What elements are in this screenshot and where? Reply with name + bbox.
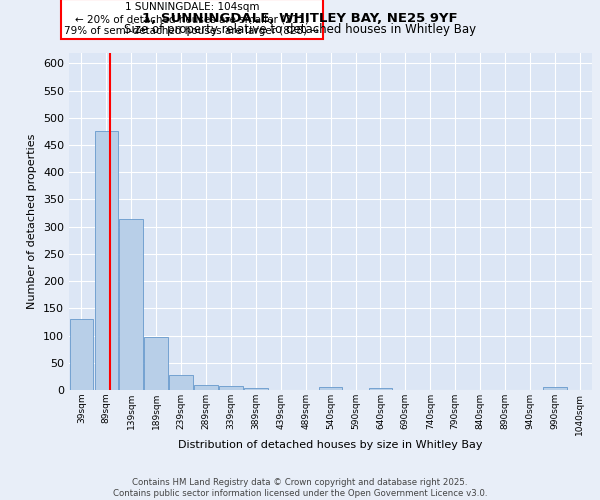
Bar	[70, 319, 93, 390]
Bar	[244, 388, 268, 390]
Text: Size of property relative to detached houses in Whitley Bay: Size of property relative to detached ho…	[124, 22, 476, 36]
Y-axis label: Number of detached properties: Number of detached properties	[28, 134, 37, 309]
Bar	[319, 386, 343, 390]
Bar	[219, 386, 243, 390]
Bar	[543, 388, 566, 390]
Bar	[194, 384, 218, 390]
Bar	[95, 132, 118, 390]
Bar	[119, 218, 143, 390]
Text: 1 SUNNINGDALE: 104sqm
← 20% of detached houses are smaller (211)
79% of semi-det: 1 SUNNINGDALE: 104sqm ← 20% of detached …	[64, 2, 320, 35]
Bar	[368, 388, 392, 390]
Text: 1, SUNNINGDALE, WHITLEY BAY, NE25 9YF: 1, SUNNINGDALE, WHITLEY BAY, NE25 9YF	[142, 12, 458, 26]
X-axis label: Distribution of detached houses by size in Whitley Bay: Distribution of detached houses by size …	[178, 440, 483, 450]
Text: Contains HM Land Registry data © Crown copyright and database right 2025.
Contai: Contains HM Land Registry data © Crown c…	[113, 478, 487, 498]
Bar	[145, 336, 168, 390]
Bar	[169, 376, 193, 390]
